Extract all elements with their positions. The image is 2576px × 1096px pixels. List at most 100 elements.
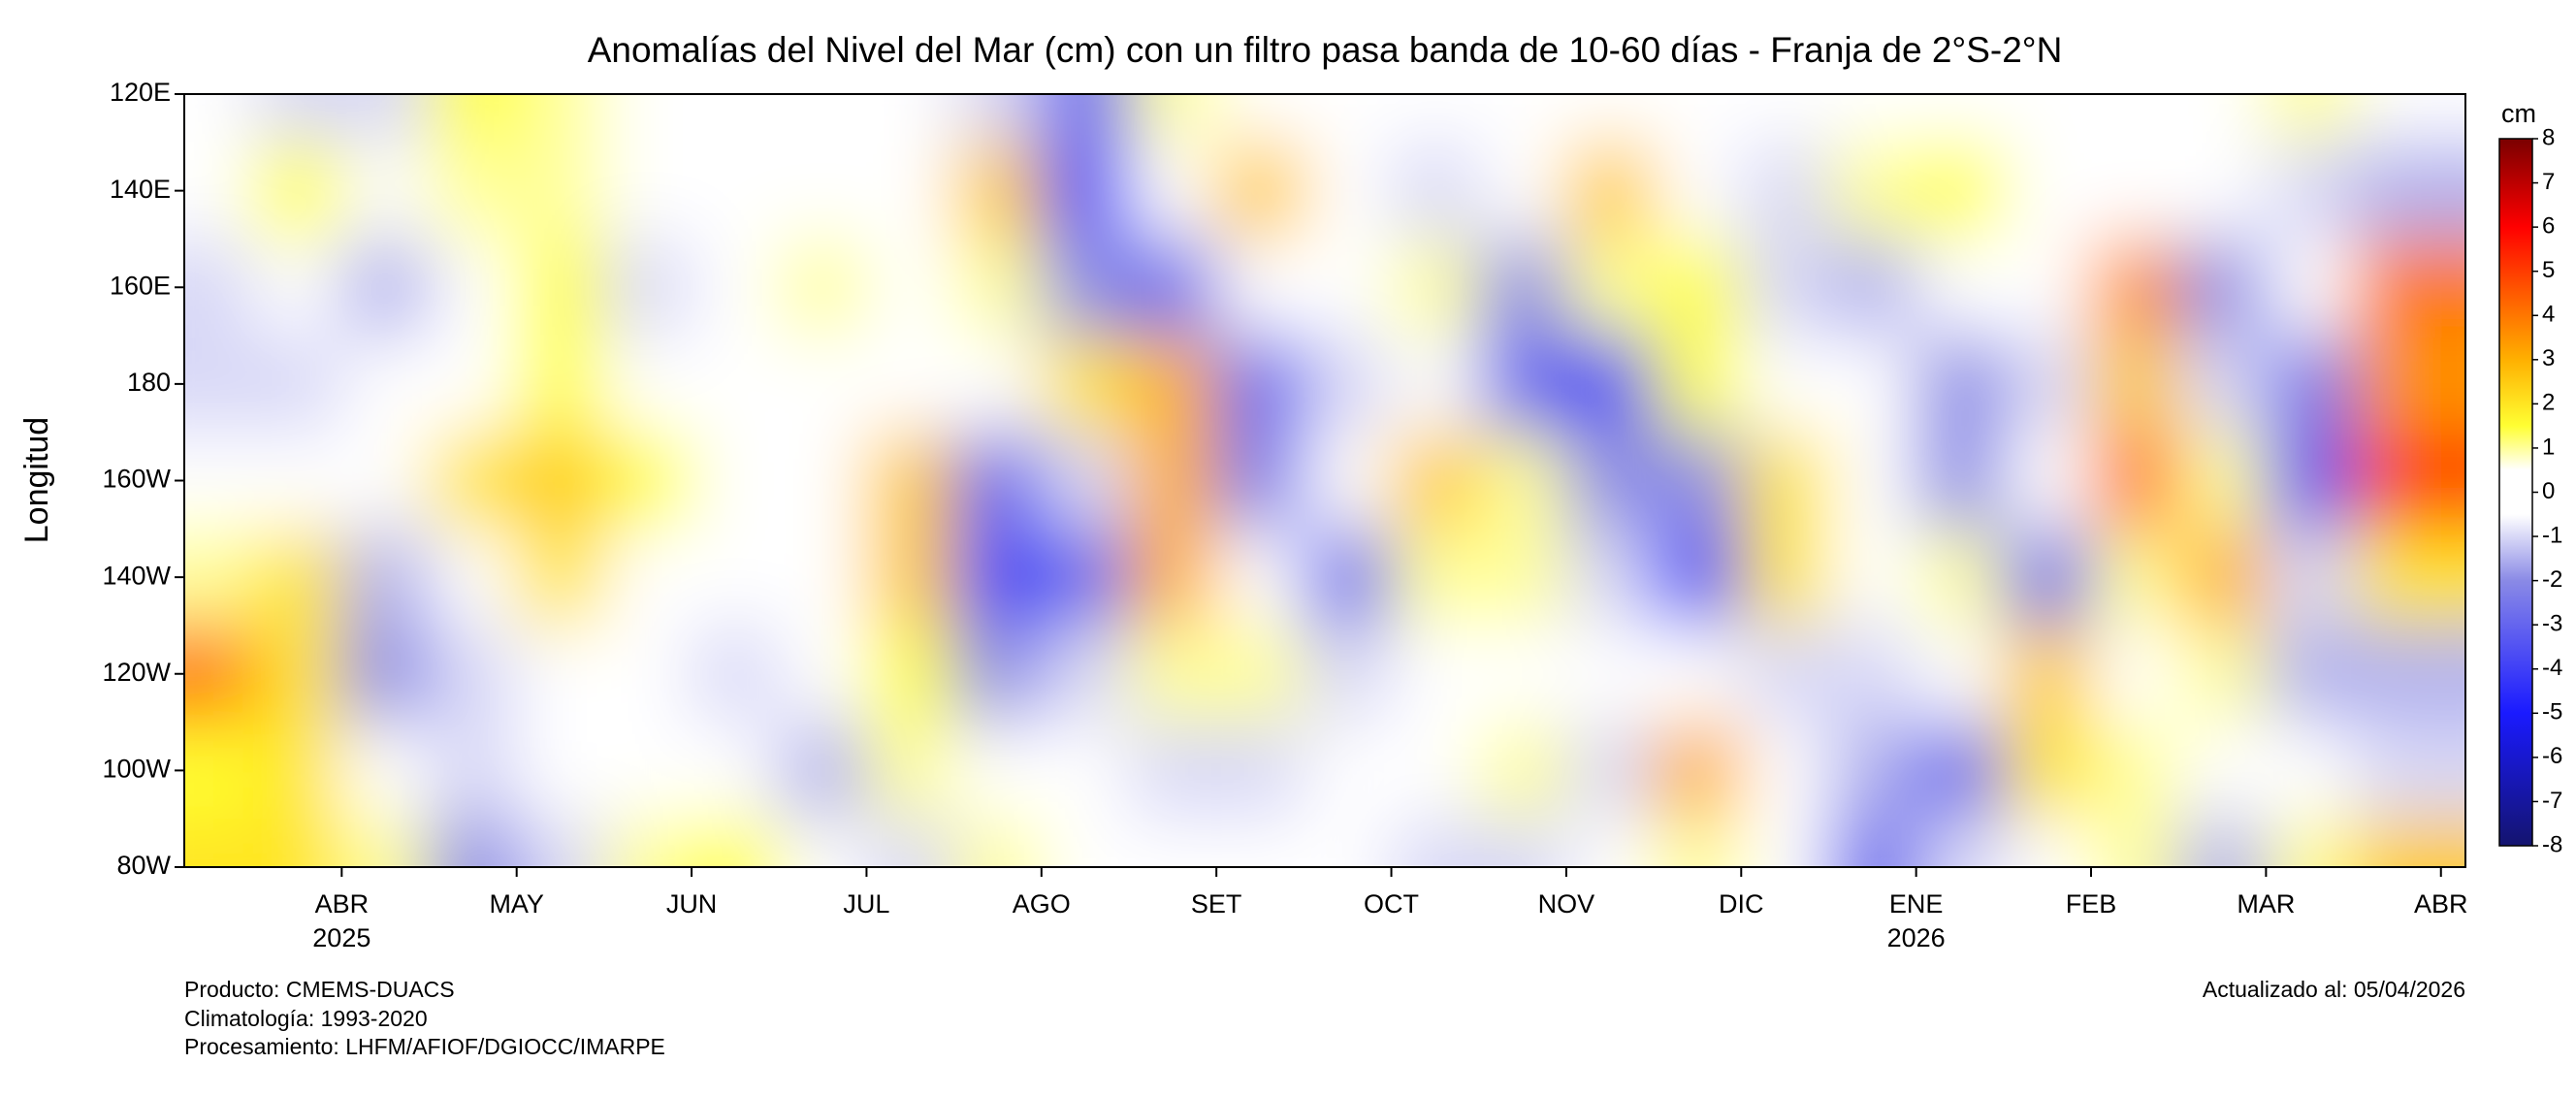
heat-cell xyxy=(1828,529,1917,627)
colorbar-tick-label: 6 xyxy=(2542,212,2555,239)
heat-cell xyxy=(953,336,1043,434)
heat-cell xyxy=(516,819,605,867)
heat-cell xyxy=(254,336,343,434)
heat-cell xyxy=(1565,432,1656,531)
heat-cell xyxy=(1478,529,1567,627)
heat-cell xyxy=(2353,722,2465,821)
heat-cell xyxy=(692,819,781,867)
heat-cell xyxy=(2178,819,2268,867)
heat-cell xyxy=(1654,94,1743,144)
heat-cell xyxy=(1654,239,1743,338)
y-tick-label: 120W xyxy=(102,658,171,687)
heat-cell xyxy=(1565,239,1656,338)
heat-cell xyxy=(2178,722,2268,821)
heat-cell xyxy=(2091,819,2180,867)
heat-cell xyxy=(866,142,955,241)
heat-cell xyxy=(1304,625,1393,724)
heat-cell xyxy=(1916,722,2005,821)
heat-cell xyxy=(779,142,868,241)
heat-cell xyxy=(2178,336,2268,434)
heat-cell xyxy=(1565,94,1656,144)
heat-cell xyxy=(1916,142,2005,241)
heat-cell xyxy=(1128,722,1218,821)
x-tick-label: JUL xyxy=(843,889,889,919)
heat-cell xyxy=(2266,336,2355,434)
heat-cell xyxy=(429,336,518,434)
heat-cell xyxy=(692,239,781,338)
heat-cell xyxy=(603,94,693,144)
heat-cell xyxy=(2353,239,2465,338)
heat-cell xyxy=(866,722,955,821)
heat-cell xyxy=(779,819,868,867)
heat-cell xyxy=(2266,529,2355,627)
heat-cell xyxy=(1565,625,1656,724)
heat-cell xyxy=(2003,142,2093,241)
heat-cell xyxy=(1741,819,1830,867)
heat-cell xyxy=(184,722,256,821)
footer-note: Procesamiento: LHFM/AFIOF/DGIOCC/IMARPE xyxy=(184,1034,665,1059)
y-tick-label: 160E xyxy=(110,271,171,300)
heat-cell xyxy=(516,529,605,627)
heat-cell xyxy=(1741,336,1830,434)
heat-cell xyxy=(341,722,431,821)
heat-cell xyxy=(1041,142,1130,241)
heat-cell xyxy=(2266,819,2355,867)
footer-note: Climatología: 1993-2020 xyxy=(184,1006,428,1031)
heat-cell xyxy=(1741,239,1830,338)
heat-cell xyxy=(1391,239,1480,338)
heat-cell xyxy=(1041,336,1130,434)
heat-cell xyxy=(1304,94,1393,144)
heat-cell xyxy=(1916,94,2005,144)
heat-cell xyxy=(1391,819,1480,867)
heat-cell xyxy=(1041,819,1130,867)
x-tick-label: ENE xyxy=(1889,889,1944,919)
heat-cell xyxy=(1304,819,1393,867)
heat-cell xyxy=(1478,819,1567,867)
heat-cell xyxy=(2353,625,2465,724)
heat-cell xyxy=(2266,142,2355,241)
heat-cell xyxy=(1304,239,1393,338)
heat-cell xyxy=(1041,529,1130,627)
heat-cell xyxy=(1916,336,2005,434)
heat-cell xyxy=(1478,142,1567,241)
colorbar xyxy=(2498,138,2533,847)
heat-cell xyxy=(603,142,693,241)
heat-cell xyxy=(603,625,693,724)
y-tick-label: 180 xyxy=(127,368,171,397)
colorbar-tick-label: -7 xyxy=(2542,788,2562,814)
heat-cell xyxy=(1304,142,1393,241)
heat-cell xyxy=(866,432,955,531)
heat-cell xyxy=(254,94,343,144)
heat-cell xyxy=(1828,94,1917,144)
heat-cell xyxy=(341,625,431,724)
colorbar-tick-label: -3 xyxy=(2542,611,2562,637)
heat-cell xyxy=(2091,142,2180,241)
heat-cell xyxy=(1565,819,1656,867)
heat-cell xyxy=(953,239,1043,338)
heat-cell xyxy=(953,819,1043,867)
colorbar-tick-label: 4 xyxy=(2542,302,2555,328)
y-tick-label: 140W xyxy=(102,561,171,590)
heat-cell xyxy=(2178,94,2268,144)
heat-cell xyxy=(779,529,868,627)
heat-cell xyxy=(1304,722,1393,821)
heat-cell xyxy=(692,529,781,627)
heat-cell xyxy=(2091,722,2180,821)
colorbar-tick-label: -5 xyxy=(2542,699,2562,725)
heat-cell xyxy=(429,819,518,867)
heat-cell xyxy=(1478,432,1567,531)
y-tick-label: 140E xyxy=(110,175,171,204)
x-tick-label: MAR xyxy=(2237,889,2295,919)
heat-cell xyxy=(1391,529,1480,627)
heat-cell xyxy=(2003,239,2093,338)
heat-cell xyxy=(429,722,518,821)
heat-cell xyxy=(2178,239,2268,338)
heat-cell xyxy=(1216,722,1305,821)
heat-cell xyxy=(1828,819,1917,867)
heat-cell xyxy=(341,432,431,531)
heat-cell xyxy=(1391,432,1480,531)
heat-cell xyxy=(254,432,343,531)
heat-cell xyxy=(341,336,431,434)
heat-cell xyxy=(2353,142,2465,241)
